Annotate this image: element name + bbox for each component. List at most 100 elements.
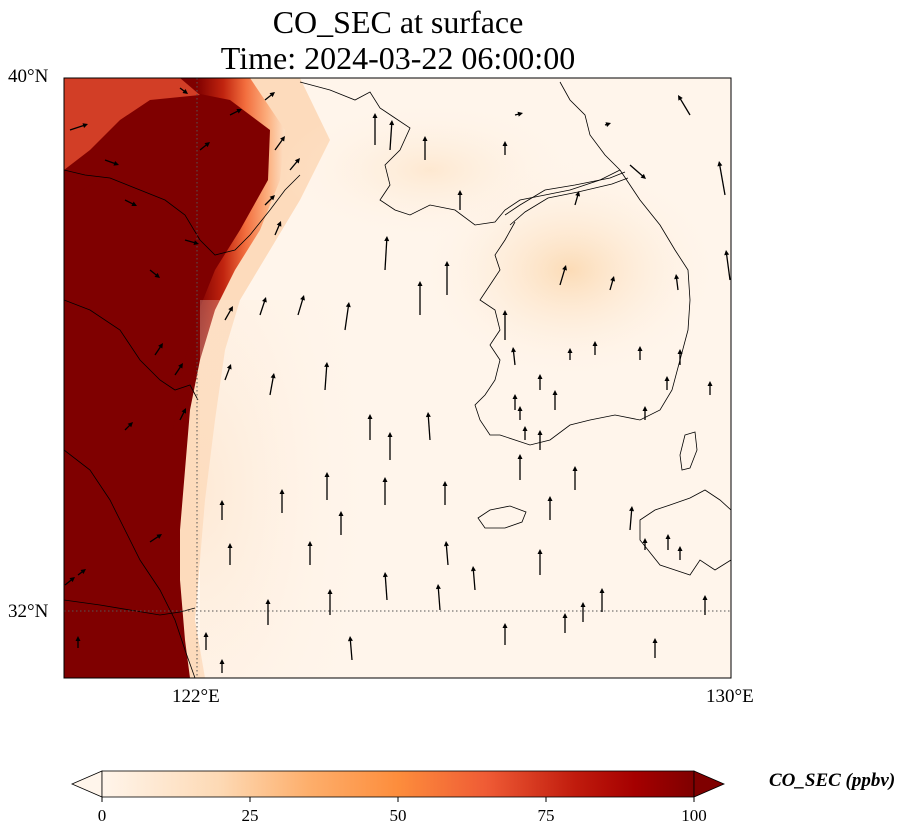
wind-vector-head (203, 632, 209, 637)
wind-vector-head (537, 374, 543, 379)
wind-vector-head (236, 109, 242, 114)
wind-vector-head (345, 302, 351, 308)
wind-vector-head (327, 589, 333, 594)
wind-vector-head (629, 506, 635, 512)
wind-vector-shaft (274, 138, 284, 151)
wind-vector-head (82, 123, 88, 128)
wind-vector-shaft (389, 122, 393, 151)
wind-vector-shaft (445, 543, 449, 566)
japan-kyushu-coast (639, 489, 731, 576)
wind-vector-head (384, 236, 390, 242)
wind-vector-head (265, 599, 271, 604)
wind-vector-head (417, 281, 423, 286)
wind-vector-shaft (678, 97, 691, 116)
wind-vector-shaft (224, 366, 231, 381)
wind-vector-head (637, 346, 643, 351)
wind-vector-head (219, 500, 225, 505)
wind-vector-head (562, 613, 568, 618)
wind-vector-head (219, 659, 225, 664)
wind-vector-head (435, 584, 441, 590)
wind-vector-shaft (297, 297, 304, 316)
wind-vector-shaft (274, 223, 281, 236)
wind-vector-head (652, 638, 658, 643)
wind-vector-shaft (324, 364, 328, 391)
wind-vector-head (677, 546, 683, 551)
yangtze-delta (64, 599, 196, 616)
wind-vector-head (517, 454, 523, 459)
wind-vector-shaft (629, 164, 645, 178)
wind-vector-shaft (349, 638, 353, 661)
wind-vector-head (502, 310, 508, 315)
wind-vector-head (280, 136, 285, 142)
yalu-river-border-2 (509, 177, 629, 226)
wind-vector-head (547, 496, 553, 501)
wind-vector-head (642, 538, 648, 543)
wind-vectors (64, 87, 731, 673)
colorbar-extend-min (70, 770, 103, 798)
wind-vector-shaft (512, 349, 516, 366)
wind-vector-head (562, 265, 567, 271)
lon-tick-130: 130°E (706, 686, 754, 707)
wind-vector-head (279, 489, 285, 494)
coastline-china-north (64, 169, 301, 256)
coastline-korea-north-east (559, 81, 621, 171)
colorbar-label-75: 75 (537, 806, 555, 825)
wind-vector-shaft (224, 308, 233, 321)
coastline-korea-west (474, 221, 516, 436)
wind-vector-head (75, 636, 81, 641)
colorbar-label-25: 25 (241, 806, 259, 825)
wind-vector-head (269, 92, 275, 98)
coastline-liaodong (299, 81, 621, 226)
wind-vector-head (193, 240, 199, 246)
wind-vector-head (642, 406, 648, 411)
wind-vector-head (572, 466, 578, 471)
wind-vector-head (276, 221, 282, 227)
map-frame (63, 77, 732, 679)
wind-vector-head (69, 577, 75, 583)
colorbar-label-100: 100 (681, 806, 707, 825)
wind-vector-head (664, 376, 670, 381)
coastline-china-east (64, 449, 196, 678)
wind-vector-shaft (725, 252, 731, 281)
wind-vector-head (444, 261, 450, 266)
wind-vector-head (270, 373, 276, 379)
yalu-river-border (504, 171, 626, 216)
wind-vector-head (382, 572, 388, 578)
wind-vector-head (442, 481, 448, 486)
wind-vector-head (502, 141, 508, 146)
wind-vector-head (262, 297, 267, 303)
wind-vector-head (677, 349, 683, 354)
wind-vector-head (324, 362, 330, 368)
wind-vector-head (678, 95, 683, 101)
wind-vector-head (610, 276, 616, 282)
haze-region-plume-fringe (200, 300, 380, 678)
wind-vector-head (537, 549, 543, 554)
title-line-2: Time: 2024-03-22 06:00:00 (220, 40, 576, 76)
wind-vector-head (158, 343, 163, 349)
wind-vector-head (425, 412, 431, 418)
wind-vector-head (605, 122, 611, 127)
wind-vector-shaft (427, 414, 431, 441)
wind-vector-head (512, 394, 518, 399)
wind-vector-head (517, 111, 523, 117)
wind-vector-shaft (629, 508, 633, 531)
concentration-plume-edge (64, 78, 200, 170)
wind-vector-head (457, 190, 463, 195)
wind-vector-head (294, 158, 300, 164)
colorbar-label-0: 0 (97, 806, 107, 825)
wind-vector-head (502, 623, 508, 628)
wind-vector-shaft (718, 163, 726, 196)
wind-vector-head (367, 414, 373, 419)
wind-vector-head (674, 274, 680, 280)
wind-vector-head (80, 569, 86, 574)
tsushima-island (679, 431, 698, 471)
wind-vector-head (181, 408, 186, 414)
wind-vector-head (517, 406, 523, 411)
wind-vector-shaft (384, 574, 388, 601)
colorbar (70, 770, 726, 802)
wind-vector-shaft (384, 238, 388, 271)
wind-vector-shaft (259, 299, 266, 316)
wind-vector-head (422, 136, 428, 141)
wind-vector-head (724, 250, 730, 256)
wind-vector-head (178, 363, 183, 369)
